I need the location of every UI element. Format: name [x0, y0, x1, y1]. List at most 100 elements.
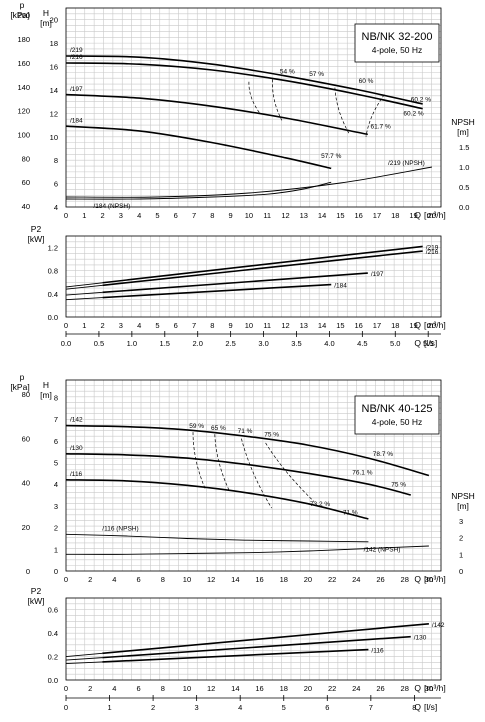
- head-curve-line: [65, 453, 411, 496]
- x-tick-label: 13: [300, 211, 308, 220]
- h-tick-label: 7: [54, 415, 58, 424]
- power-x-tick-label: 4: [112, 684, 116, 693]
- x-tick-label: 14: [231, 575, 239, 584]
- ls-tick-label: 5.0: [390, 339, 400, 348]
- ls-tick-label: 4: [238, 703, 242, 712]
- ls-tick-label: 2: [151, 703, 155, 712]
- h-tick-label: 4: [54, 203, 58, 212]
- ls-tick-label: 0.0: [61, 339, 71, 348]
- efficiency-label: 73.2 %: [310, 501, 330, 508]
- head-curve-label: /197: [70, 86, 83, 93]
- efficiency-label: 60 %: [359, 78, 374, 85]
- power-x-tick-label: 8: [210, 321, 214, 330]
- power-x-tick-label: 0: [64, 684, 68, 693]
- x-tick-label: 6: [174, 211, 178, 220]
- x-axis-label: Q: [414, 574, 421, 584]
- ls-tick-label: 3.5: [291, 339, 301, 348]
- ls-axis-label: Q: [414, 702, 421, 712]
- npsh-axis-label: NPSH: [451, 491, 475, 501]
- x-tick-label: 4: [137, 211, 141, 220]
- power-x-axis-unit: [m³/h]: [424, 320, 446, 330]
- h-tick-label: 14: [50, 86, 58, 95]
- npsh-curve-label: /219 (NPSH): [388, 160, 425, 167]
- x-tick-label: 2: [100, 211, 104, 220]
- p-tick-label: 80: [22, 390, 30, 399]
- power-x-tick-label: 19: [409, 321, 417, 330]
- efficiency-line: [248, 81, 261, 114]
- power-y-axis-unit: [kW]: [28, 596, 45, 606]
- h-tick-label: 5: [54, 458, 58, 467]
- npsh-curve-label: /184 (NPSH): [93, 203, 130, 210]
- power-y-tick-label: 0.8: [48, 267, 58, 276]
- h-tick-label: 8: [54, 156, 58, 165]
- head-curve-label: /184: [70, 118, 83, 125]
- efficiency-line: [334, 87, 350, 135]
- efficiency-label: 75 %: [264, 431, 279, 438]
- p-tick-label: 20: [22, 523, 30, 532]
- h-tick-label: 4: [54, 480, 58, 489]
- efficiency-line: [365, 94, 385, 137]
- npsh-axis-label: NPSH: [451, 117, 475, 127]
- p-tick-label: 200: [17, 11, 30, 20]
- ls-tick-label: 1: [107, 703, 111, 712]
- x-tick-label: 6: [136, 575, 140, 584]
- ls-tick-label: 4.0: [324, 339, 334, 348]
- head-curve-line: [65, 55, 423, 105]
- h-tick-label: 6: [54, 180, 58, 189]
- power-x-tick-label: 22: [328, 684, 336, 693]
- h-axis-label: H: [43, 380, 49, 390]
- power-x-tick-label: 24: [352, 684, 360, 693]
- power-y-tick-label: 1.2: [48, 244, 58, 253]
- power-x-tick-label: 6: [136, 684, 140, 693]
- power-curve-line: [102, 635, 411, 659]
- power-curve-extension: [65, 291, 103, 296]
- h-tick-label: 1: [54, 545, 58, 554]
- ls-tick-label: 0: [64, 703, 68, 712]
- power-x-tick-label: 26: [376, 684, 384, 693]
- power-x-tick-label: 10: [245, 321, 253, 330]
- ls-tick-label: 4.5: [357, 339, 367, 348]
- power-panel-1-grid: [65, 597, 442, 681]
- power-x-tick-label: 2: [88, 684, 92, 693]
- power-curve-line: [102, 272, 368, 294]
- x-tick-label: 0: [64, 575, 68, 584]
- p-tick-label: 100: [17, 130, 30, 139]
- efficiency-label: 57.7 %: [321, 153, 341, 160]
- power-x-tick-label: 13: [300, 321, 308, 330]
- ls-axis-label: Q: [414, 338, 421, 348]
- power-x-tick-label: 14: [318, 321, 326, 330]
- power-y-axis-label: P2: [31, 224, 42, 234]
- npsh-tick-label: 1.0: [459, 163, 469, 172]
- power-curve-extension: [65, 297, 103, 301]
- x-tick-label: 20: [304, 575, 312, 584]
- power-curve-line: [102, 648, 369, 663]
- head-curve-label: /130: [70, 445, 83, 452]
- power-y-tick-label: 0.4: [48, 629, 58, 638]
- ls-tick-label: 0.5: [94, 339, 104, 348]
- x-tick-label: 24: [352, 575, 360, 584]
- x-axis-unit: [m³/h]: [424, 574, 446, 584]
- power-x-tick-label: 7: [192, 321, 196, 330]
- power-curve-line: [102, 283, 332, 299]
- x-tick-label: 26: [376, 575, 384, 584]
- h-tick-label: 10: [50, 133, 58, 142]
- power-curve-line: [102, 245, 423, 284]
- ls-tick-label: 7: [369, 703, 373, 712]
- power-x-tick-label: 0: [64, 321, 68, 330]
- efficiency-label: 61.7 %: [371, 124, 391, 131]
- h-tick-label: 6: [54, 437, 58, 446]
- power-x-tick-label: 28: [401, 684, 409, 693]
- ls-tick-label: 1.0: [127, 339, 137, 348]
- p-axis-unit: [kPa]: [10, 382, 29, 392]
- power-x-axis-unit: [m³/h]: [424, 683, 446, 693]
- power-curve-extension: [65, 652, 103, 658]
- ls-tick-label: 5: [282, 703, 286, 712]
- power-y-axis-label: P2: [31, 586, 42, 596]
- efficiency-label: 59 %: [189, 423, 204, 430]
- power-x-tick-label: 4: [137, 321, 141, 330]
- npsh-curve-label: /116 (NPSH): [102, 526, 138, 533]
- efficiency-line: [265, 442, 315, 502]
- npsh-tick-label: 1.5: [459, 143, 469, 152]
- power-y-tick-label: 0.6: [48, 606, 58, 615]
- p-tick-label: 60: [22, 178, 30, 187]
